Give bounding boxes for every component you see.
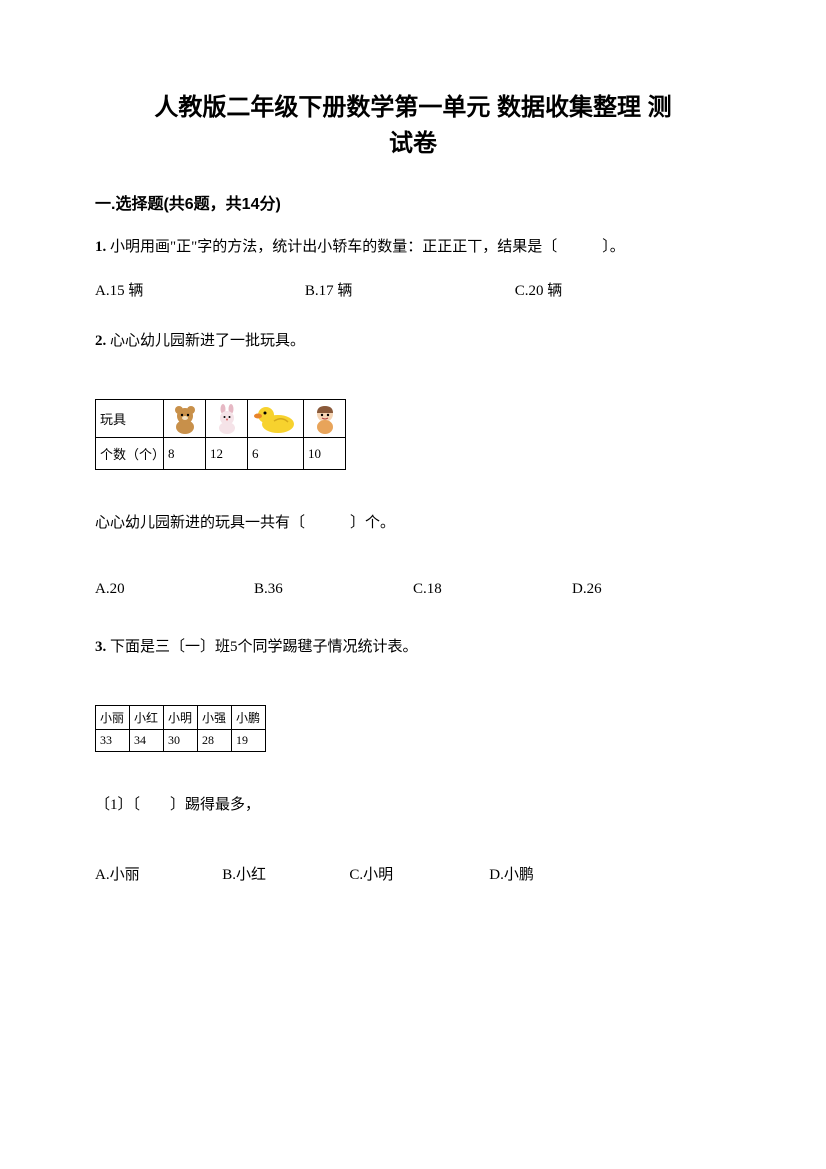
question-3: 3. 下面是三〔一〕班5个同学踢毽子情况统计表。: [95, 634, 731, 661]
q2-text: 心心幼儿园新进了一批玩具。: [110, 333, 305, 349]
table-row: 个数（个） 8 12 6 10: [96, 438, 346, 470]
toy-duck-icon: [248, 400, 304, 438]
q1-options: A.15 辆 B.17 辆 C.20 辆: [95, 279, 731, 300]
q3-table: 小丽 小红 小明 小强 小鹏 33 34 30 28 19: [95, 705, 266, 752]
q1-option-b: B.17 辆: [305, 279, 515, 300]
q3-sub1: 〔1〕〔 〕踢得最多，: [95, 792, 731, 819]
toy-bunny-icon: [206, 400, 248, 438]
table-row: 33 34 30 28 19: [96, 730, 266, 752]
q3-v5: 19: [232, 730, 266, 752]
toy-doll-icon: [304, 400, 346, 438]
q2-option-b: B.36: [254, 581, 413, 598]
q3-h4: 小强: [198, 706, 232, 730]
q1-text: 小明用画"正"字的方法，统计出小轿车的数量：正正正丅，结果是〔 〕。: [110, 239, 625, 255]
q2-cell-4: 10: [304, 438, 346, 470]
q3-v2: 34: [130, 730, 164, 752]
table-row: 小丽 小红 小明 小强 小鹏: [96, 706, 266, 730]
q3-option-a: A.小丽: [95, 863, 222, 884]
q2-options: A.20 B.36 C.18 D.26: [95, 581, 731, 598]
q3-text: 下面是三〔一〕班5个同学踢毽子情况统计表。: [110, 639, 418, 655]
title-line-1: 人教版二年级下册数学第一单元 数据收集整理 测: [95, 90, 731, 126]
q2-number: 2.: [95, 333, 106, 349]
q2-table: 玩具: [95, 399, 346, 470]
q3-h2: 小红: [130, 706, 164, 730]
question-1: 1. 小明用画"正"字的方法，统计出小轿车的数量：正正正丅，结果是〔 〕。: [95, 234, 731, 261]
q1-option-c: C.20 辆: [515, 279, 725, 300]
q3-option-b: B.小红: [222, 863, 349, 884]
q2-option-a: A.20: [95, 581, 254, 598]
q3-option-c: C.小明: [349, 863, 489, 884]
title-line-2: 试卷: [95, 126, 731, 162]
q1-option-a: A.15 辆: [95, 279, 305, 300]
q2-option-c: C.18: [413, 581, 572, 598]
q2-row2-label: 个数（个）: [96, 438, 164, 470]
q2-cell-1: 8: [164, 438, 206, 470]
page-title: 人教版二年级下册数学第一单元 数据收集整理 测 试卷: [95, 90, 731, 162]
q3-v4: 28: [198, 730, 232, 752]
q3-v1: 33: [96, 730, 130, 752]
q3-h1: 小丽: [96, 706, 130, 730]
q2-subtext: 心心幼儿园新进的玩具一共有〔 〕个。: [95, 510, 731, 537]
section-1-header: 一.选择题(共6题，共14分): [95, 190, 731, 214]
q3-options: A.小丽 B.小红 C.小明 D.小鹏: [95, 863, 731, 884]
q3-option-d: D.小鹏: [489, 863, 616, 884]
q3-h3: 小明: [164, 706, 198, 730]
q3-number: 3.: [95, 639, 106, 655]
q2-cell-3: 6: [248, 438, 304, 470]
question-2: 2. 心心幼儿园新进了一批玩具。: [95, 328, 731, 355]
q3-v3: 30: [164, 730, 198, 752]
toy-bear-icon: [164, 400, 206, 438]
q2-cell-2: 12: [206, 438, 248, 470]
q1-number: 1.: [95, 239, 106, 255]
q2-option-d: D.26: [572, 581, 731, 598]
q2-row1-label: 玩具: [96, 400, 164, 438]
table-row: 玩具: [96, 400, 346, 438]
q3-h5: 小鹏: [232, 706, 266, 730]
